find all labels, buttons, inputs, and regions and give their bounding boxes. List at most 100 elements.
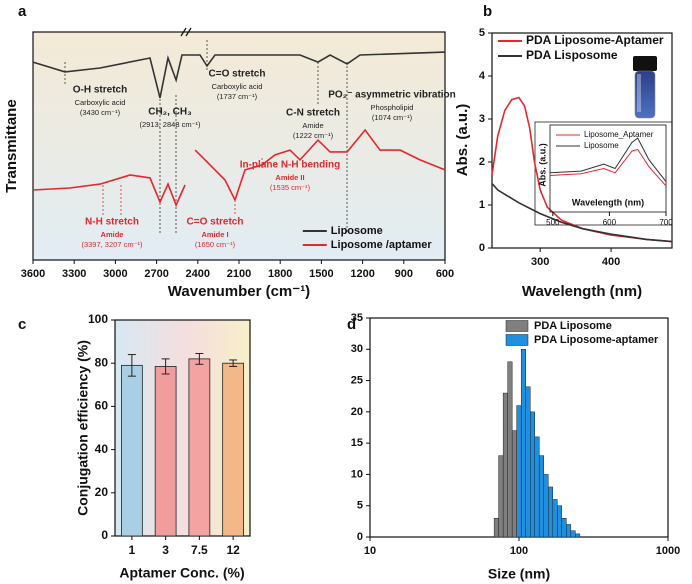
histogram-bar bbox=[570, 530, 576, 538]
panel-label: b bbox=[483, 3, 492, 20]
x-tick-label: 2400 bbox=[186, 268, 210, 280]
annotation: O-H stretch bbox=[73, 85, 127, 96]
histogram-bar bbox=[520, 349, 527, 538]
annotation: Amide bbox=[101, 230, 124, 239]
panel-label: d bbox=[347, 316, 356, 333]
series-line bbox=[491, 182, 673, 243]
histogram-bar bbox=[498, 455, 504, 538]
x-axis-label: Wavelength (nm) bbox=[572, 197, 644, 207]
legend-label: Liposome bbox=[584, 141, 619, 150]
vial-photo bbox=[633, 56, 657, 119]
histogram-bar bbox=[557, 505, 563, 538]
histogram-bar bbox=[516, 405, 522, 538]
legend-label: PDA Liposome-Aptamer bbox=[526, 33, 664, 47]
y-axis-label: Abs. (a.u.) bbox=[537, 143, 547, 187]
x-tick-label: 2700 bbox=[144, 268, 168, 280]
x-tick-label: 400 bbox=[602, 256, 620, 268]
x-axis-label: Size (nm) bbox=[488, 566, 550, 582]
annotation: (3430 cm⁻¹) bbox=[80, 108, 121, 117]
histogram-bar bbox=[566, 524, 572, 538]
series-line bbox=[549, 148, 667, 187]
histogram-bar bbox=[561, 517, 567, 538]
y-tick-label: 20 bbox=[95, 485, 109, 499]
x-tick-label: 7.5 bbox=[191, 543, 208, 557]
histogram-bar bbox=[507, 361, 513, 538]
bar bbox=[154, 366, 177, 537]
bar bbox=[121, 364, 143, 537]
x-tick-label: 900 bbox=[395, 268, 413, 280]
annotation: Phospholipid bbox=[371, 103, 414, 112]
panel-label: a bbox=[18, 3, 27, 20]
annotation: Carboxylic acid bbox=[212, 82, 263, 91]
y-tick-label: 30 bbox=[351, 343, 363, 355]
x-tick-label: 100 bbox=[510, 545, 528, 557]
legend-label: Liposome /aptamer bbox=[331, 239, 433, 251]
y-tick-label: 5 bbox=[479, 27, 485, 39]
plot-frame bbox=[549, 124, 667, 213]
annotation: Amide II bbox=[275, 173, 304, 182]
annotation: PO₂⁻ asymmetric vibration bbox=[328, 90, 456, 101]
x-axis-label: Wavelength (nm) bbox=[522, 283, 642, 300]
annotation: Amide I bbox=[201, 230, 228, 239]
y-axis-label: Transmittane bbox=[3, 99, 20, 192]
histogram-bar bbox=[534, 436, 540, 538]
x-tick-label: 600 bbox=[436, 268, 454, 280]
legend-swatch bbox=[505, 334, 529, 346]
annotation: N-H stretch bbox=[85, 217, 139, 228]
annotation: Amide bbox=[302, 121, 323, 130]
y-tick-label: 100 bbox=[88, 312, 108, 326]
annotation: C=O stretch bbox=[209, 69, 266, 80]
histogram-bar bbox=[548, 486, 554, 538]
x-tick-label: 2100 bbox=[227, 268, 251, 280]
annotation: (1222 cm⁻¹) bbox=[293, 131, 334, 140]
histogram-bar bbox=[525, 386, 531, 538]
legend-label: PDA Liposome-aptamer bbox=[534, 334, 659, 346]
y-tick-label: 1 bbox=[479, 199, 485, 211]
legend-swatch bbox=[505, 320, 529, 332]
y-tick-label: 20 bbox=[351, 406, 363, 418]
annotation: CH₂, CH₃ bbox=[148, 107, 192, 118]
x-tick-label: 500 bbox=[546, 218, 560, 227]
y-tick-label: 2 bbox=[479, 156, 485, 168]
histogram-bar bbox=[538, 455, 545, 538]
x-tick-label: 700 bbox=[659, 218, 673, 227]
annotation: Carboxylic acid bbox=[75, 98, 126, 107]
y-tick-label: 25 bbox=[351, 374, 363, 386]
y-tick-label: 0 bbox=[101, 528, 108, 542]
series-line bbox=[32, 128, 446, 208]
y-tick-label: 15 bbox=[351, 437, 363, 449]
histogram-bar bbox=[530, 411, 535, 538]
legend-label: Liposome_Aptamer bbox=[584, 130, 654, 139]
x-tick-label: 1800 bbox=[268, 268, 292, 280]
legend-label: PDA Liposome bbox=[534, 320, 612, 332]
peak-markers-red bbox=[102, 158, 263, 215]
histogram-bar bbox=[575, 533, 581, 538]
x-tick-label: 1000 bbox=[656, 545, 680, 557]
legend-label: Liposome bbox=[331, 225, 383, 237]
panel-label: c bbox=[18, 316, 26, 333]
y-tick-label: 60 bbox=[95, 399, 109, 413]
x-axis-label: Wavenumber (cm⁻¹) bbox=[168, 283, 310, 300]
legend-label: PDA Lisposome bbox=[526, 48, 618, 62]
x-tick-label: 3000 bbox=[103, 268, 127, 280]
x-tick-label: 600 bbox=[603, 218, 617, 227]
y-tick-label: 80 bbox=[95, 355, 109, 369]
bar bbox=[222, 362, 244, 537]
series-line bbox=[32, 51, 446, 99]
x-tick-label: 3 bbox=[162, 543, 169, 557]
histogram-bar bbox=[552, 499, 558, 538]
y-tick-label: 5 bbox=[357, 500, 363, 512]
series-line bbox=[549, 137, 667, 182]
histogram-bar bbox=[493, 517, 499, 538]
y-tick-label: 0 bbox=[479, 242, 485, 254]
bar bbox=[188, 358, 211, 537]
y-tick-label: 0 bbox=[357, 531, 363, 543]
histogram-bar bbox=[543, 474, 549, 538]
plot-frame bbox=[114, 319, 251, 537]
y-tick-label: 40 bbox=[95, 442, 109, 456]
y-tick-label: 10 bbox=[351, 468, 363, 480]
annotation: (1650 cm⁻¹) bbox=[195, 240, 236, 249]
annotation: (1535 cm⁻¹) bbox=[270, 183, 311, 192]
x-tick-label: 3300 bbox=[62, 268, 86, 280]
